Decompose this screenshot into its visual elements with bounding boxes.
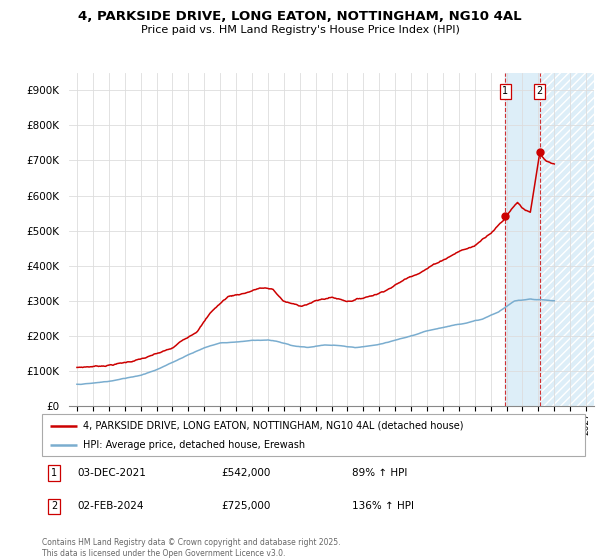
Text: 4, PARKSIDE DRIVE, LONG EATON, NOTTINGHAM, NG10 4AL (detached house): 4, PARKSIDE DRIVE, LONG EATON, NOTTINGHA… bbox=[83, 421, 463, 431]
Bar bbox=[539, 73, 594, 406]
Text: 03-DEC-2021: 03-DEC-2021 bbox=[77, 468, 146, 478]
Text: £725,000: £725,000 bbox=[221, 501, 271, 511]
Text: 1: 1 bbox=[502, 86, 508, 96]
FancyBboxPatch shape bbox=[42, 414, 585, 456]
Text: Contains HM Land Registry data © Crown copyright and database right 2025.
This d: Contains HM Land Registry data © Crown c… bbox=[42, 538, 341, 558]
Text: £542,000: £542,000 bbox=[221, 468, 271, 478]
Text: 02-FEB-2024: 02-FEB-2024 bbox=[77, 501, 144, 511]
Text: Price paid vs. HM Land Registry's House Price Index (HPI): Price paid vs. HM Land Registry's House … bbox=[140, 25, 460, 35]
Text: 2: 2 bbox=[536, 86, 543, 96]
Bar bbox=[505, 73, 539, 406]
Text: 2: 2 bbox=[51, 501, 57, 511]
Text: HPI: Average price, detached house, Erewash: HPI: Average price, detached house, Erew… bbox=[83, 440, 305, 450]
Text: 1: 1 bbox=[51, 468, 57, 478]
Text: 4, PARKSIDE DRIVE, LONG EATON, NOTTINGHAM, NG10 4AL: 4, PARKSIDE DRIVE, LONG EATON, NOTTINGHA… bbox=[78, 10, 522, 23]
Text: 89% ↑ HPI: 89% ↑ HPI bbox=[352, 468, 407, 478]
Bar bbox=[539, 73, 594, 406]
Text: 136% ↑ HPI: 136% ↑ HPI bbox=[352, 501, 413, 511]
